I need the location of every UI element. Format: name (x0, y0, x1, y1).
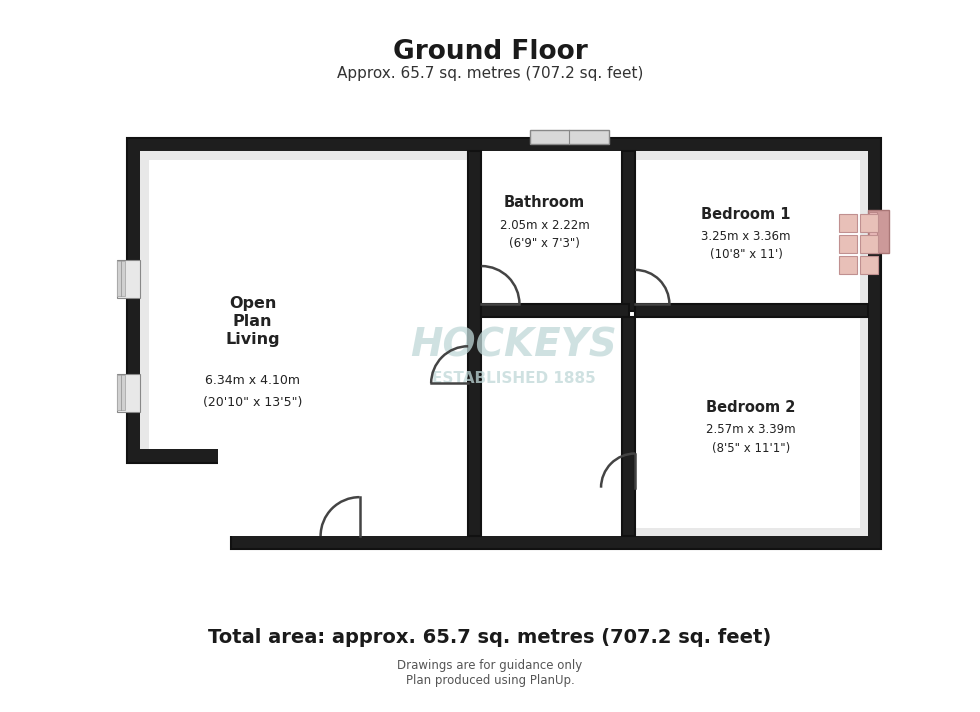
Bar (140, 151, 468, 159)
Bar (859, 256, 878, 274)
Text: (10'8" x 11'): (10'8" x 11') (710, 248, 783, 261)
Bar (481, 304, 628, 318)
Bar (859, 318, 868, 536)
Bar (859, 151, 868, 304)
Text: Plan produced using PlanUp.: Plan produced using PlanUp. (406, 674, 574, 687)
Text: Ground Floor: Ground Floor (393, 39, 587, 66)
Bar (859, 235, 878, 253)
Text: (6'9" x 7'3"): (6'9" x 7'3") (510, 237, 580, 250)
Polygon shape (127, 138, 881, 550)
Bar (622, 318, 635, 536)
Bar (868, 210, 889, 253)
Bar (140, 439, 868, 449)
Bar (140, 151, 151, 449)
Text: (20'10" x 13'5"): (20'10" x 13'5") (203, 396, 303, 409)
Text: 2.57m x 3.39m: 2.57m x 3.39m (707, 423, 796, 436)
Bar (117, 375, 125, 410)
Text: 2.05m x 2.22m: 2.05m x 2.22m (500, 219, 589, 232)
Bar (117, 260, 140, 298)
Bar (635, 528, 868, 536)
Text: (8'5" x 11'1"): (8'5" x 11'1") (711, 441, 790, 455)
Text: ESTABLISHED 1885: ESTABLISHED 1885 (432, 371, 596, 386)
Bar (859, 214, 878, 232)
Bar (219, 525, 868, 536)
Bar (117, 374, 140, 412)
Bar (839, 214, 857, 232)
Polygon shape (140, 151, 868, 536)
Text: Total area: approx. 65.7 sq. metres (707.2 sq. feet): Total area: approx. 65.7 sq. metres (707… (209, 628, 771, 647)
Bar (839, 235, 857, 253)
Bar (869, 212, 877, 251)
Text: 3.25m x 3.36m: 3.25m x 3.36m (702, 230, 791, 243)
Bar (858, 151, 868, 536)
Polygon shape (140, 151, 868, 536)
Bar (117, 261, 125, 296)
Text: Bathroom: Bathroom (504, 196, 585, 211)
Text: Bedroom 1: Bedroom 1 (702, 207, 791, 222)
Text: HOCKEYS: HOCKEYS (411, 326, 617, 365)
Bar (140, 151, 468, 449)
Bar (635, 304, 868, 318)
Bar (468, 151, 481, 536)
Text: Drawings are for guidance only: Drawings are for guidance only (397, 659, 583, 671)
Bar (140, 151, 149, 449)
Bar (839, 256, 857, 274)
Bar (635, 151, 868, 159)
Bar (622, 151, 635, 310)
Text: Approx. 65.7 sq. metres (707.2 sq. feet): Approx. 65.7 sq. metres (707.2 sq. feet) (337, 66, 643, 80)
Bar (530, 130, 609, 144)
Text: Open
Plan
Living: Open Plan Living (225, 296, 280, 347)
Bar (140, 151, 868, 162)
Text: 6.34m x 4.10m: 6.34m x 4.10m (205, 375, 300, 387)
Text: Bedroom 2: Bedroom 2 (707, 399, 796, 414)
Bar (481, 318, 622, 536)
Bar (635, 318, 868, 536)
Bar (481, 151, 622, 304)
Bar (635, 151, 868, 304)
